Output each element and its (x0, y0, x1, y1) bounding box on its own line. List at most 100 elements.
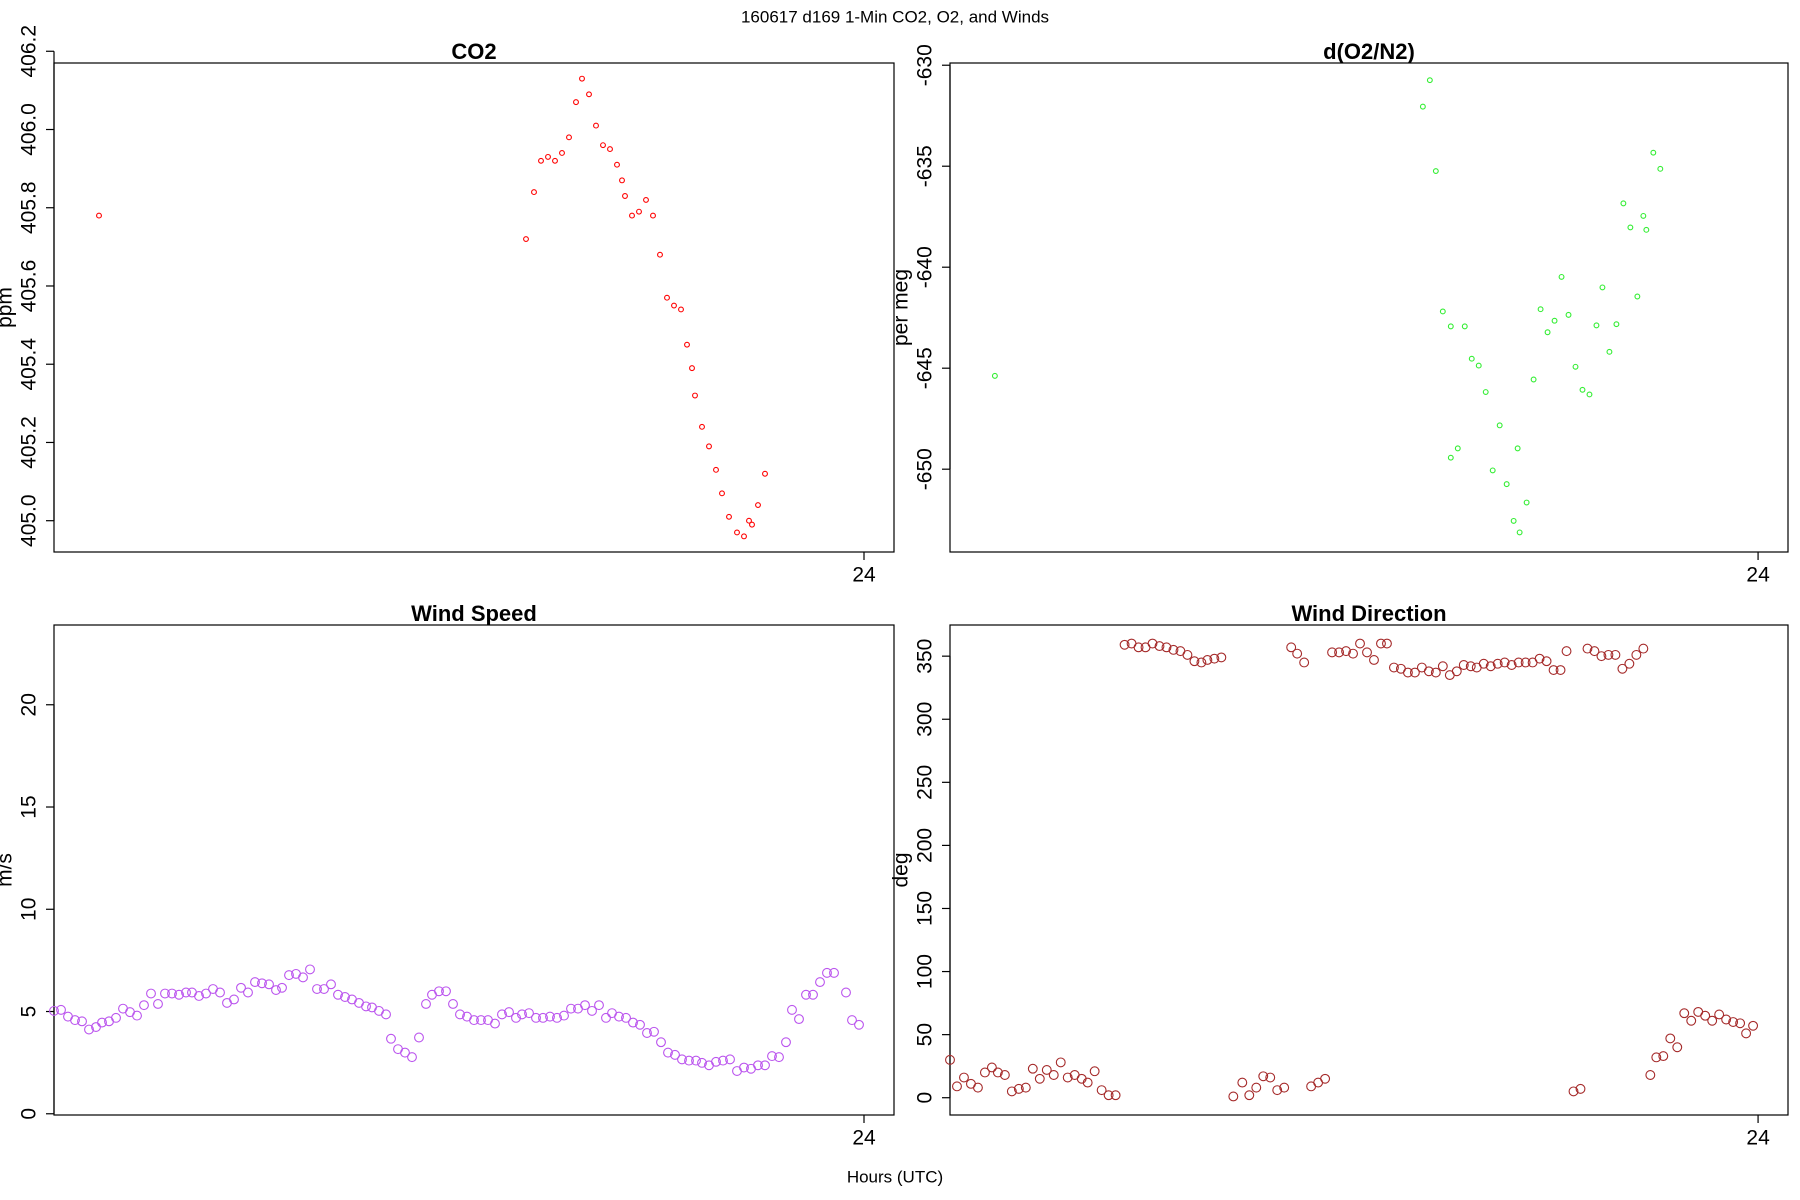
data-point (1447, 323, 1454, 330)
data-point (1523, 499, 1530, 506)
y-tick-label: 405.0 (18, 494, 41, 547)
data-point (1643, 226, 1650, 233)
data-point (1672, 1042, 1683, 1053)
data-point (552, 157, 558, 164)
data-point (753, 1060, 763, 1071)
data-point (656, 1037, 666, 1048)
data-point (755, 502, 761, 509)
data-point (386, 1033, 396, 1044)
data-point (1489, 467, 1496, 474)
data-point (1161, 642, 1172, 653)
y-tick-label: 406.0 (18, 103, 41, 156)
y-tick-label: -650 (914, 448, 937, 490)
data-point (1096, 1085, 1107, 1096)
data-point (1506, 660, 1517, 670)
data-point (1741, 1028, 1752, 1039)
x-tick-label: 24 (852, 564, 876, 587)
data-point (1700, 1010, 1711, 1021)
y-tick-label: 405.4 (18, 338, 41, 391)
data-point (614, 161, 620, 168)
data-point (257, 978, 267, 989)
data-point (552, 1012, 562, 1023)
plot-frame (53, 624, 895, 1116)
data-point (1613, 321, 1620, 328)
data-point (614, 1011, 624, 1022)
data-point (999, 1070, 1010, 1080)
y-tick-label: 200 (914, 828, 937, 863)
y-tick-label: 250 (914, 765, 937, 800)
data-point (70, 1015, 80, 1026)
data-point (952, 1081, 962, 1092)
data-point (476, 1015, 486, 1026)
data-point (1548, 665, 1559, 675)
data-point (635, 1019, 645, 1030)
data-point (1189, 656, 1200, 667)
data-point (621, 1012, 631, 1023)
y-axis-label: deg (890, 852, 913, 887)
data-point (1586, 391, 1593, 398)
data-point (670, 1049, 680, 1060)
data-point (1299, 657, 1310, 668)
y-tick-label: -645 (914, 347, 937, 389)
data-point (1565, 311, 1572, 318)
y-tick-label: 5 (18, 1006, 41, 1018)
data-point (1168, 644, 1179, 655)
data-point (691, 1055, 701, 1066)
data-point (1341, 646, 1352, 657)
data-point (1272, 1085, 1283, 1096)
y-tick-label: 100 (914, 954, 937, 989)
data-point (643, 196, 649, 203)
data-point (1409, 667, 1420, 678)
data-point (84, 1024, 94, 1035)
data-point (760, 1060, 770, 1071)
data-point (1048, 1070, 1059, 1080)
data-point (1369, 654, 1379, 665)
data-point (421, 999, 431, 1009)
data-point (794, 1014, 804, 1025)
data-point (1593, 322, 1600, 329)
data-point (1119, 639, 1130, 650)
data-point (1561, 646, 1572, 657)
data-point (284, 970, 294, 981)
data-point (1679, 1008, 1690, 1019)
chart-title: Wind Speed (411, 601, 537, 626)
data-point (1541, 656, 1552, 667)
data-point (1147, 638, 1158, 649)
data-point (326, 979, 336, 990)
data-point (1478, 658, 1489, 669)
data-point (1237, 1077, 1248, 1088)
data-point (684, 341, 690, 348)
data-point (517, 1009, 527, 1020)
data-point (1419, 103, 1426, 110)
data-point (1599, 284, 1606, 291)
data-point (1575, 1083, 1586, 1094)
data-point (1062, 1072, 1073, 1083)
data-point (511, 1012, 521, 1023)
data-point (1055, 1057, 1066, 1068)
y-axis-label: m/s (0, 853, 17, 887)
data-point (689, 365, 695, 372)
data-point (1658, 1051, 1669, 1062)
data-point (1572, 363, 1579, 370)
data-point (607, 146, 613, 153)
data-point (1465, 661, 1476, 672)
data-point (504, 1007, 514, 1018)
data-point (1388, 662, 1399, 673)
data-point (1686, 1015, 1697, 1026)
data-point (1362, 647, 1372, 658)
data-point (593, 122, 599, 129)
data-point (566, 134, 572, 141)
data-point (986, 1062, 997, 1073)
data-point (586, 91, 592, 98)
data-point (1251, 1082, 1262, 1093)
data-point (1596, 651, 1607, 662)
data-point (1182, 649, 1193, 660)
data-point (1382, 638, 1392, 649)
data-point (636, 208, 642, 215)
data-point (97, 1017, 107, 1028)
data-point (361, 1001, 371, 1012)
data-point (587, 1005, 597, 1016)
data-point (1103, 1090, 1114, 1101)
data-point (1482, 389, 1489, 395)
